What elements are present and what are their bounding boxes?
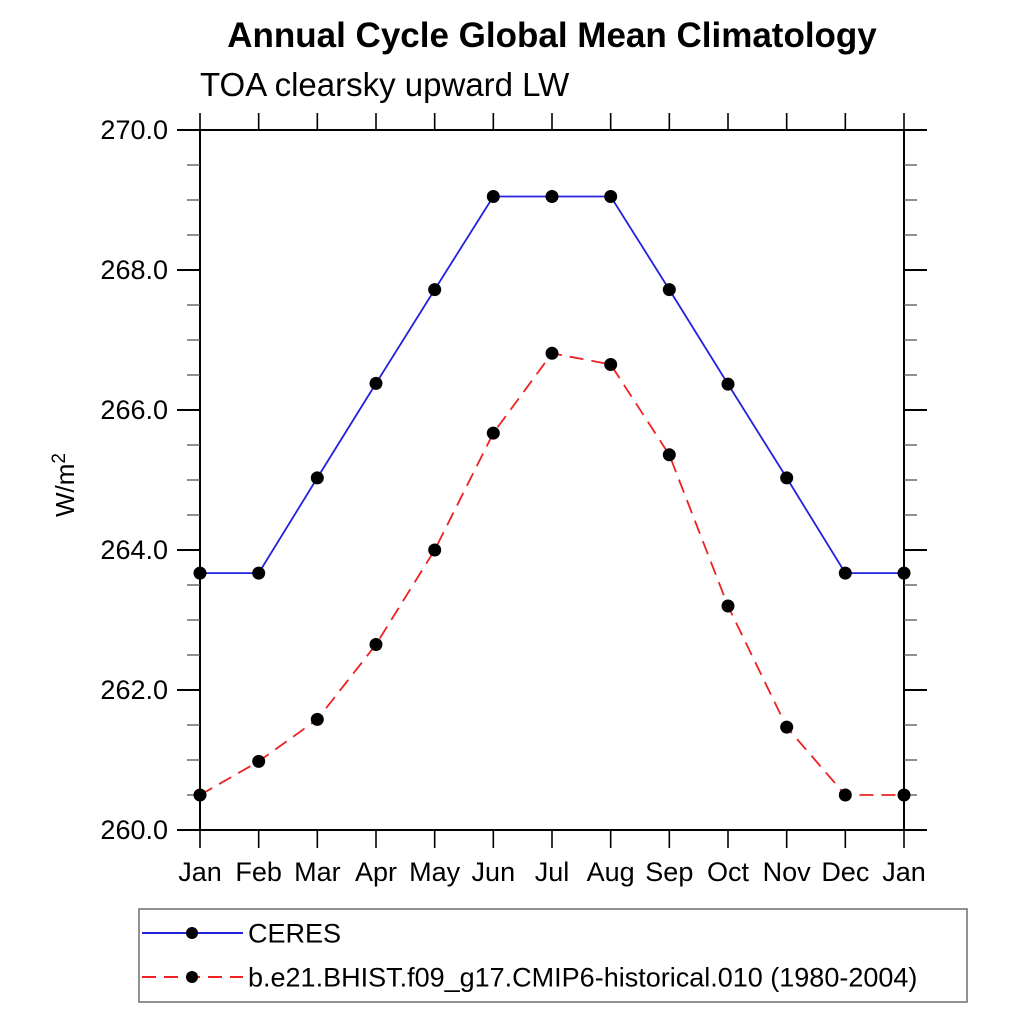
- x-tick-label: Apr: [355, 857, 397, 887]
- data-point-marker: [193, 788, 207, 802]
- x-tick-label: Jan: [882, 857, 926, 887]
- data-point-marker: [780, 471, 794, 485]
- x-tick-label: Aug: [587, 857, 635, 887]
- y-axis-ticks: [177, 129, 927, 831]
- legend-box: [138, 908, 968, 1003]
- y-axis-labels: 260.0 262.0 264.0 266.0 268.0 270.0: [100, 115, 168, 845]
- data-point-marker: [721, 377, 735, 391]
- x-tick-label: Sep: [645, 857, 693, 887]
- data-point-marker: [721, 599, 735, 613]
- y-tick-label: 262.0: [100, 675, 168, 705]
- x-tick-label: Dec: [821, 857, 869, 887]
- chart-subtitle: TOA clearsky upward LW: [200, 66, 570, 103]
- data-point-marker: [780, 720, 794, 734]
- series-ceres: [193, 190, 911, 580]
- data-point-marker: [604, 358, 618, 371]
- y-tick-label: 264.0: [100, 535, 168, 565]
- data-point-marker: [193, 566, 207, 580]
- data-point-marker: [369, 638, 383, 651]
- data-point-marker: [428, 543, 442, 557]
- x-tick-label: May: [409, 857, 461, 887]
- series-model: [193, 346, 911, 802]
- data-point-marker: [838, 566, 852, 580]
- x-axis-labels: Jan Feb Mar Apr May Jun Jul Aug Sep Oct Nov Dec Jan: [178, 857, 926, 887]
- legend: CERES b.e21.BHIST.f09_g17.CMIP6-historica…: [138, 908, 968, 1003]
- data-point-marker: [310, 471, 324, 485]
- axes: [199, 129, 905, 831]
- data-point-marker: [897, 566, 911, 580]
- data-point-marker: [369, 376, 383, 390]
- chart-title: Annual Cycle Global Mean Climatology: [227, 16, 877, 55]
- legend-label: b.e21.BHIST.f09_g17.CMIP6-historical.010…: [248, 963, 917, 993]
- y-axis-title: W/m2: [49, 453, 80, 517]
- x-tick-label: Jul: [535, 857, 570, 887]
- legend-marker-sample: [186, 971, 198, 983]
- data-point-marker: [545, 190, 559, 203]
- x-tick-label: Mar: [294, 857, 341, 887]
- data-point-marker: [428, 283, 442, 297]
- x-tick-label: Jun: [472, 857, 516, 887]
- data-point-marker: [604, 190, 618, 203]
- model-line: [199, 352, 904, 796]
- x-axis-ticks: [199, 113, 905, 848]
- y-tick-label: 260.0: [100, 815, 168, 845]
- data-point-marker: [838, 788, 852, 802]
- data-point-marker: [486, 426, 500, 440]
- legend-label: CERES: [248, 919, 341, 949]
- data-point-marker: [662, 283, 676, 297]
- x-tick-label: Oct: [707, 857, 750, 887]
- data-point-marker: [252, 566, 266, 580]
- data-point-marker: [662, 448, 676, 462]
- x-tick-label: Jan: [178, 857, 222, 887]
- data-point-marker: [486, 190, 500, 203]
- data-point-marker: [252, 754, 266, 768]
- legend-marker-sample: [186, 927, 198, 939]
- data-point-marker: [897, 788, 911, 802]
- data-point-marker: [545, 346, 559, 360]
- x-tick-label: Feb: [235, 857, 282, 887]
- x-tick-label: Nov: [763, 857, 812, 887]
- y-tick-label: 268.0: [100, 255, 168, 285]
- data-point-marker: [310, 712, 324, 726]
- y-tick-label: 266.0: [100, 395, 168, 425]
- y-tick-label: 270.0: [100, 115, 168, 145]
- ceres-line: [200, 195, 904, 574]
